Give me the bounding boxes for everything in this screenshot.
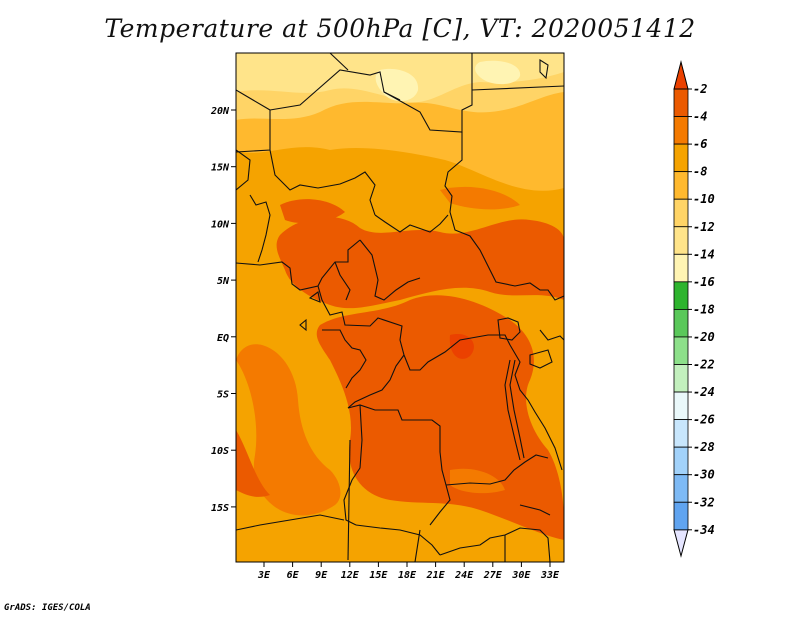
colorbar-swatch xyxy=(673,336,689,365)
colorbar-label: -30 xyxy=(693,468,715,482)
lat-tick-label: 15N xyxy=(211,163,230,174)
lon-tick-label: 24E xyxy=(454,570,474,581)
colorbar-swatch xyxy=(673,474,689,503)
map-title: Temperature at 500hPa [C], VT: 202005141… xyxy=(104,14,696,43)
colorbar-swatch xyxy=(673,171,689,200)
warm-cell-ne xyxy=(440,186,520,210)
colorbar-swatch xyxy=(673,143,689,173)
warm-cell-s xyxy=(450,468,505,494)
lon-tick-label: 30E xyxy=(511,570,531,581)
colorbar-label: -32 xyxy=(693,495,715,509)
lat-tick-label: 15S xyxy=(211,503,229,514)
warm-cell-e xyxy=(449,334,474,359)
lon-tick-label: 12E xyxy=(341,570,360,581)
colorbar-swatch xyxy=(673,88,689,117)
warm-band-sw xyxy=(236,430,270,497)
lon-tick-label: 9E xyxy=(315,570,328,581)
lat-tick-label: EQ xyxy=(217,333,229,344)
grads-credit: GrADS: IGES/COLA xyxy=(4,603,91,613)
colorbar-swatch xyxy=(673,226,689,255)
warm-band-central xyxy=(316,295,564,540)
colorbar-label: -6 xyxy=(693,137,707,151)
colorbar-swatch xyxy=(673,446,689,476)
colorbar-label: -26 xyxy=(693,413,715,427)
map-frame xyxy=(235,52,565,563)
warm-band-west xyxy=(236,344,341,516)
lat-tick-label: 5N xyxy=(217,276,230,287)
colorbar-swatch xyxy=(673,419,689,448)
colorbar-legend: -2 -4 -6 -8 -10 -12 -14 -16 -18 -20 -22 -24 -26 -28 -3… xyxy=(673,60,715,558)
colorbar-arrow-top xyxy=(673,60,689,90)
lat-tick-label: 5S xyxy=(217,390,229,401)
country-borders xyxy=(236,53,564,562)
lat-tick-label: 10N xyxy=(211,219,230,230)
colorbar-label: -22 xyxy=(693,358,715,372)
lat-tick-label: 20N xyxy=(210,106,230,117)
colorbar-label: -2 xyxy=(693,82,707,96)
colorbar-swatch xyxy=(673,116,689,145)
warm-cell-north xyxy=(280,199,345,224)
lon-tick-label: 18E xyxy=(398,570,417,581)
colorbar-label: -34 xyxy=(693,523,715,537)
colorbar-label: -28 xyxy=(693,440,715,454)
colorbar-label: -24 xyxy=(693,385,715,399)
lat-tick-label: 10S xyxy=(211,446,229,457)
lon-tick-label: 15E xyxy=(369,570,388,581)
colorbar-label: -4 xyxy=(693,110,707,124)
colorbar-label: -10 xyxy=(693,192,715,206)
colorbar-swatch xyxy=(673,308,689,338)
colorbar-label: -20 xyxy=(693,330,715,344)
colorbar-swatch xyxy=(673,198,689,228)
warm-band-north xyxy=(276,216,564,309)
colorbar-swatch xyxy=(673,364,689,393)
colorbar-swatch xyxy=(673,501,689,531)
band-minus12-cell-east xyxy=(475,60,521,85)
lon-tick-label: 3E xyxy=(257,570,271,581)
colorbar-swatch xyxy=(673,253,689,283)
temperature-field xyxy=(236,53,564,562)
lon-tick-label: 33E xyxy=(540,570,560,581)
lon-tick-label: 21E xyxy=(426,570,446,581)
colorbar-label: -14 xyxy=(693,247,715,261)
colorbar-swatch xyxy=(673,281,689,310)
longitude-ticks: 3E 6E 9E 12E 15E 18E 21E 24E 27E 30E 33E xyxy=(257,562,560,581)
colorbar-arrow-bottom xyxy=(673,529,689,558)
latitude-ticks: 20N 15N 10N 5N EQ 5S 10S 15S xyxy=(210,106,236,514)
colorbar-label: -8 xyxy=(693,165,707,179)
colorbar-swatch xyxy=(673,391,689,420)
colorbar-label: -12 xyxy=(693,220,715,234)
colorbar-label: -16 xyxy=(693,275,715,289)
lon-tick-label: 27E xyxy=(483,570,503,581)
colorbar-label: -18 xyxy=(693,302,715,316)
lon-tick-label: 6E xyxy=(287,570,300,581)
